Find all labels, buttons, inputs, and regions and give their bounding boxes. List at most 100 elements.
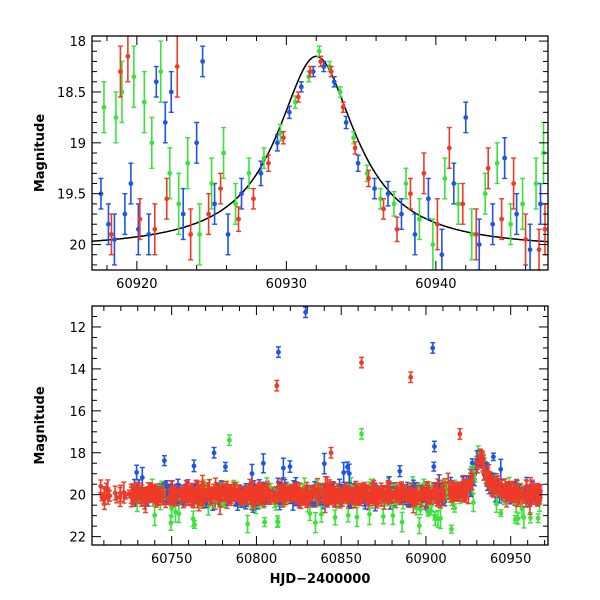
data-point-red [523, 214, 528, 265]
data-point-blue [538, 184, 543, 225]
data-point-green [495, 143, 500, 184]
data-point-blue [226, 214, 231, 255]
data-point-green [131, 46, 136, 107]
y-tick-label: 19.5 [57, 188, 86, 203]
outlier-point-green [227, 435, 232, 445]
y-tick-label: 12 [69, 321, 86, 336]
data-point-red [543, 204, 548, 255]
data-point-green [149, 117, 154, 168]
data-point-blue [490, 204, 495, 245]
data-point-red [394, 217, 399, 241]
data-point-blue [223, 462, 228, 471]
data-point-green [354, 507, 359, 526]
data-point-red [435, 199, 440, 250]
data-point-red [236, 207, 241, 231]
data-point-green [246, 158, 251, 189]
data-point-blue [412, 214, 417, 255]
data-point-red [188, 209, 193, 260]
data-point-blue [463, 102, 468, 133]
data-point-blue [181, 189, 186, 240]
y-tick-label: 18 [69, 35, 86, 50]
data-point-blue [261, 454, 266, 473]
data-point-green [534, 158, 539, 209]
y-tick-label: 20 [69, 239, 86, 254]
data-point-red [537, 229, 542, 270]
data-point-blue [399, 199, 404, 230]
data-point-blue [194, 122, 199, 163]
data-point-blue [191, 460, 196, 472]
y-tick-label: 20 [69, 489, 86, 504]
data-point-blue [299, 82, 304, 92]
data-point-blue [281, 458, 286, 478]
data-point-green [417, 199, 422, 240]
data-point-red [152, 204, 157, 255]
outlier-point-red [359, 357, 364, 367]
x-axis-label: HJD−2400000 [270, 572, 371, 587]
data-point-green [456, 184, 461, 225]
outlier-point-blue [212, 448, 217, 458]
data-point-red [460, 184, 465, 225]
data-point-green [113, 92, 118, 143]
data-point-blue [386, 181, 391, 205]
data-point-green [346, 509, 351, 522]
data-point-green [142, 72, 147, 133]
data-point-green [333, 510, 338, 525]
data-point-blue [451, 163, 456, 204]
data-point-green [221, 128, 226, 179]
x-tick-label: 60920 [116, 277, 157, 292]
data-point-red [251, 189, 256, 209]
data-point-blue [212, 184, 217, 225]
data-point-green [469, 209, 474, 260]
data-point-green [152, 505, 157, 525]
data-point-blue [287, 461, 292, 472]
data-point-green [317, 46, 322, 56]
data-point-red [175, 36, 180, 97]
outlier-point-blue [432, 441, 437, 451]
data-point-green [197, 204, 202, 265]
data-point-green [483, 173, 488, 214]
y-tick-label: 19 [69, 137, 86, 152]
x-tick-label: 60930 [266, 277, 307, 292]
bottom-panel: 60750 60800 60850 60900 60950121416182022Mag… [33, 306, 548, 587]
x-tick-label: 60850 [321, 552, 362, 567]
data-point-red [447, 128, 452, 169]
y-tick-label: 14 [69, 363, 86, 378]
y-tick-label: 22 [69, 531, 86, 546]
data-point-blue [502, 138, 507, 179]
data-point-green [185, 138, 190, 189]
data-point-red [341, 102, 346, 112]
data-point-green [403, 168, 408, 199]
data-point-blue [112, 214, 117, 265]
data-point-green [381, 509, 386, 524]
data-point-blue [514, 194, 519, 235]
data-point-blue [356, 155, 361, 171]
data-point-blue [439, 229, 444, 280]
outlier-point-red [274, 380, 279, 390]
data-point-blue [372, 178, 377, 198]
data-point-blue [322, 453, 327, 473]
plot-area [92, 31, 548, 280]
outlier-point-blue [430, 343, 435, 353]
y-axis-label: Magnitude [33, 114, 48, 193]
data-point-blue [426, 178, 431, 219]
data-point-blue [528, 224, 533, 275]
x-tick-label: 60940 [415, 277, 456, 292]
data-point-blue [163, 102, 168, 143]
outlier-point-blue [276, 347, 281, 357]
y-tick-label: 16 [69, 405, 86, 420]
data-point-green [520, 178, 525, 229]
y-axis-label: Magnitude [33, 386, 48, 465]
data-point-green [313, 513, 318, 533]
data-point-green [417, 518, 422, 534]
data-point-red [499, 199, 504, 240]
data-point-red [421, 153, 426, 194]
data-point-blue [477, 219, 482, 270]
data-point-green [400, 512, 405, 531]
data-point-green [276, 518, 281, 526]
data-point-green [209, 158, 214, 209]
plot-area [98, 307, 543, 534]
data-point-red [381, 199, 386, 219]
data-point-blue [106, 204, 111, 245]
data-point-blue [122, 194, 127, 235]
